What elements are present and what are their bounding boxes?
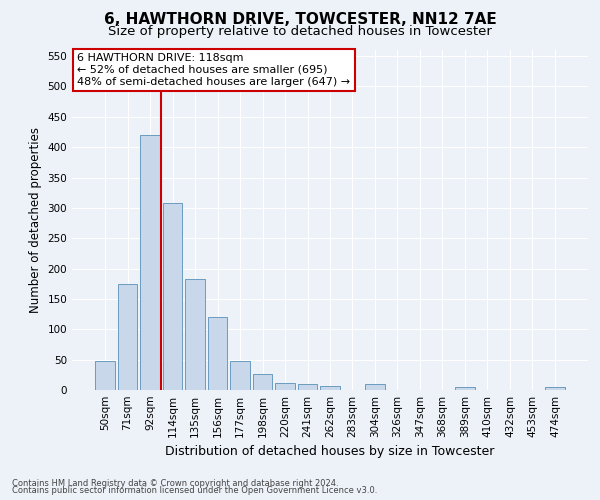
Y-axis label: Number of detached properties: Number of detached properties: [29, 127, 42, 313]
Bar: [298, 384, 317, 390]
Bar: [230, 362, 250, 390]
Bar: [365, 384, 385, 390]
Bar: [208, 317, 227, 390]
Bar: [253, 374, 272, 390]
Bar: [95, 362, 115, 390]
Text: Size of property relative to detached houses in Towcester: Size of property relative to detached ho…: [108, 25, 492, 38]
Bar: [455, 387, 475, 390]
Text: 6, HAWTHORN DRIVE, TOWCESTER, NN12 7AE: 6, HAWTHORN DRIVE, TOWCESTER, NN12 7AE: [104, 12, 496, 28]
Text: Contains HM Land Registry data © Crown copyright and database right 2024.: Contains HM Land Registry data © Crown c…: [12, 478, 338, 488]
Bar: [118, 284, 137, 390]
Bar: [320, 386, 340, 390]
X-axis label: Distribution of detached houses by size in Towcester: Distribution of detached houses by size …: [166, 446, 494, 458]
Bar: [545, 387, 565, 390]
Bar: [185, 279, 205, 390]
Bar: [163, 203, 182, 390]
Text: Contains public sector information licensed under the Open Government Licence v3: Contains public sector information licen…: [12, 486, 377, 495]
Bar: [275, 382, 295, 390]
Text: 6 HAWTHORN DRIVE: 118sqm
← 52% of detached houses are smaller (695)
48% of semi-: 6 HAWTHORN DRIVE: 118sqm ← 52% of detach…: [77, 54, 350, 86]
Bar: [140, 135, 160, 390]
